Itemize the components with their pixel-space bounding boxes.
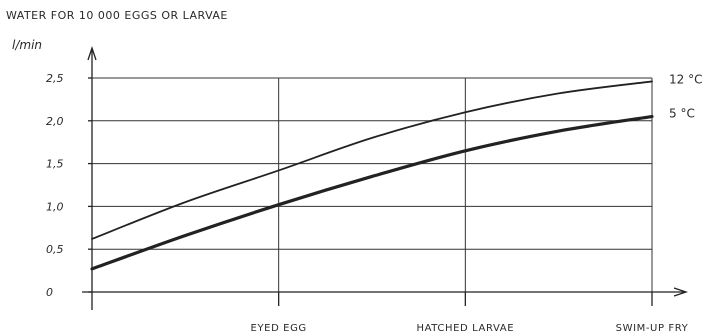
series-label: 5 °C <box>669 107 695 121</box>
y-tick-label: 2,0 <box>46 115 64 128</box>
axes <box>82 45 689 310</box>
x-category-labels: EYED EGG HATCHED LARVAE SWIM-UP FRY <box>251 323 689 334</box>
y-axis-label: l/min <box>12 38 42 52</box>
y-tick-label: 2,5 <box>46 72 64 85</box>
series-label: 12 °C <box>669 72 702 86</box>
x-category-label: EYED EGG <box>251 323 307 334</box>
grid-layer <box>92 77 653 292</box>
x-category-label: HATCHED LARVAE <box>417 323 515 334</box>
y-tick-label: 1,5 <box>46 158 64 171</box>
y-tick-labels: 0 0,5 1,0 1,5 2,0 2,5 <box>46 72 64 299</box>
series-line-5c <box>90 114 654 271</box>
y-tick-label: 0,5 <box>46 243 64 256</box>
y-tick-label: 1,0 <box>46 200 64 213</box>
series-lines <box>90 80 654 271</box>
series-labels: 12 °C 5 °C <box>669 72 702 120</box>
chart-title: WATER FOR 10 000 EGGS OR LARVAE <box>6 9 228 22</box>
x-axis-arrow <box>673 287 689 297</box>
x-category-label: SWIM-UP FRY <box>616 323 689 334</box>
y-axis-arrow <box>87 45 97 61</box>
y-tick-label: 0 <box>46 286 53 299</box>
series-line-12c <box>91 80 653 240</box>
